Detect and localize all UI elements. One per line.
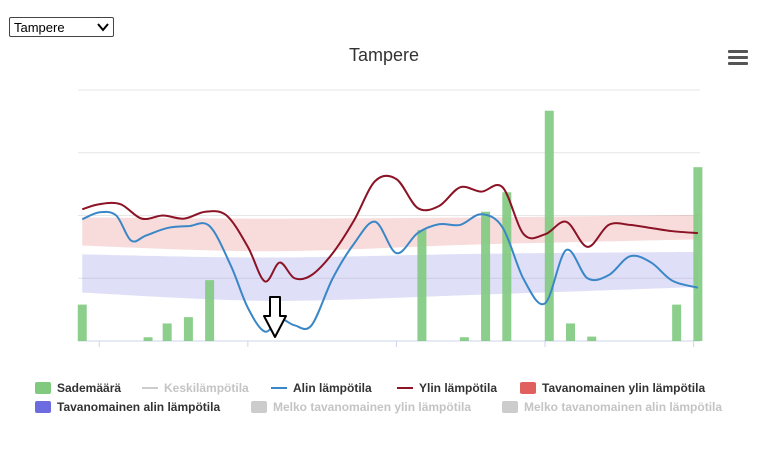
- legend-label: Melko tavanomainen alin lämpötila: [524, 400, 723, 414]
- legend-item[interactable]: Alin lämpötila: [271, 381, 372, 395]
- legend-swatch: [142, 387, 158, 389]
- legend-label: Keskilämpötila: [164, 381, 249, 395]
- chart-title: Tampere: [349, 45, 419, 65]
- legend-label: Tavanomainen ylin lämpötila: [542, 381, 706, 395]
- legend-item[interactable]: Ylin lämpötila: [397, 381, 497, 395]
- precipitation-bar: [544, 110, 554, 342]
- hamburger-icon: [728, 50, 748, 53]
- legend-label: Ylin lämpötila: [419, 381, 498, 395]
- precipitation-bar: [459, 337, 469, 341]
- legend-item[interactable]: Sademäärä: [35, 381, 121, 395]
- mouse-cursor: [263, 296, 287, 338]
- legend-label: Sademäärä: [57, 381, 122, 395]
- legend-item[interactable]: Melko tavanomainen ylin lämpötila: [251, 400, 471, 414]
- normal-band: [82, 214, 698, 252]
- precipitation-bar: [587, 336, 597, 341]
- precipitation-bar: [205, 280, 215, 341]
- legend-label: Tavanomainen alin lämpötila: [57, 400, 221, 414]
- legend-item[interactable]: Melko tavanomainen alin lämpötila: [502, 400, 722, 414]
- legend-swatch: [35, 382, 51, 394]
- city-select-value: Tampere: [14, 20, 65, 35]
- legend-swatch: [271, 387, 287, 389]
- precipitation-bar: [77, 304, 87, 341]
- legend-swatch: [397, 387, 413, 389]
- legend-swatch: [251, 401, 267, 413]
- series-line: [81, 174, 698, 283]
- legend-label: Melko tavanomainen ylin lämpötila: [273, 400, 472, 414]
- precipitation-bar: [417, 229, 427, 341]
- precipitation-bar: [481, 211, 491, 341]
- precipitation-bar: [672, 304, 682, 341]
- precipitation-bar: [502, 192, 512, 341]
- normal-band: [82, 251, 698, 301]
- legend-item[interactable]: Keskilämpötila: [142, 381, 249, 395]
- series-line: [81, 210, 699, 333]
- precipitation-bar: [143, 337, 153, 341]
- precipitation-bar: [162, 323, 172, 341]
- legend-item[interactable]: Tavanomainen alin lämpötila: [35, 400, 220, 414]
- precipitation-bar: [183, 317, 193, 341]
- chevron-down-icon: [97, 23, 109, 32]
- legend-item[interactable]: Tavanomainen ylin lämpötila: [520, 381, 705, 395]
- legend-swatch: [35, 401, 51, 413]
- chart-menu-button[interactable]: [728, 50, 748, 68]
- legend-label: Alin lämpötila: [293, 381, 372, 395]
- city-select[interactable]: Tampere: [9, 17, 114, 37]
- precipitation-bar: [566, 323, 576, 341]
- legend-swatch: [502, 401, 518, 413]
- legend-swatch: [520, 382, 536, 394]
- precipitation-bar: [693, 167, 703, 341]
